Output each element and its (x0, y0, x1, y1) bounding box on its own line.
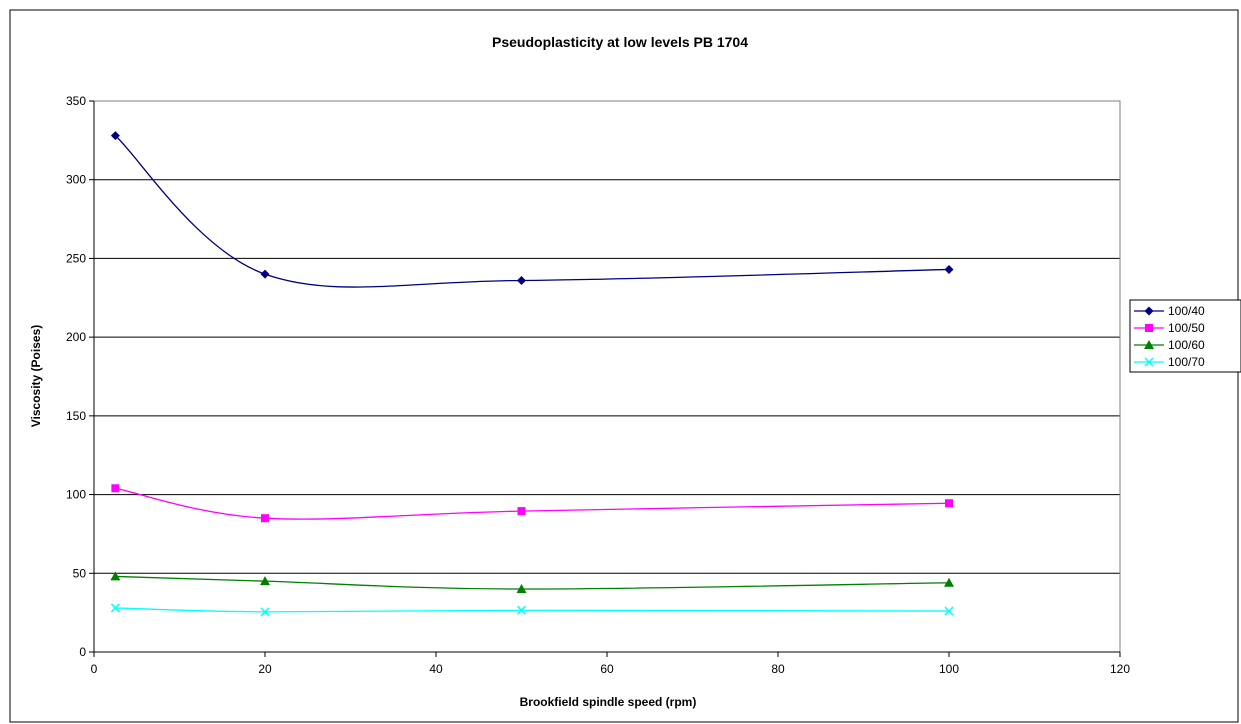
legend-item: 100/70 (1134, 355, 1205, 369)
y-tick-label: 250 (66, 251, 86, 265)
x-tick-label: 60 (600, 662, 614, 676)
x-axis-label: Brookfield spindle speed (rpm) (520, 695, 697, 709)
series-100/50 (111, 484, 953, 523)
chart-border (9, 9, 1239, 723)
legend-item: 100/50 (1134, 321, 1205, 335)
legend-marker (1144, 306, 1154, 316)
legend-marker (1145, 324, 1153, 332)
x-tick-label: 100 (939, 662, 959, 676)
y-tick-label: 50 (73, 566, 87, 580)
series-100/70 (110, 603, 954, 617)
data-point (260, 269, 270, 279)
legend-label: 100/40 (1168, 304, 1205, 318)
data-point (944, 606, 954, 616)
y-tick-label: 150 (66, 409, 86, 423)
data-point (110, 131, 120, 141)
data-point (517, 507, 526, 516)
data-point (517, 275, 526, 285)
data-point (516, 584, 527, 594)
legend-marker (1144, 340, 1154, 349)
series-group (110, 131, 954, 617)
y-tick-label: 200 (66, 330, 86, 344)
x-tick-label: 80 (771, 662, 785, 676)
data-point (110, 603, 120, 613)
data-point (944, 264, 954, 274)
axes: 0 50 100 150 200 250 300 350 0 20 40 60 80 100 120 (66, 94, 1130, 676)
data-point (261, 514, 269, 523)
legend-label: 100/70 (1168, 355, 1205, 369)
legend-label: 100/50 (1168, 321, 1205, 335)
legend-item: 100/40 (1134, 304, 1205, 318)
y-tick-label: 100 (66, 488, 86, 502)
series-line (115, 575, 950, 590)
x-tick-label: 120 (1110, 662, 1130, 676)
data-point (944, 577, 954, 587)
legend-marker (1144, 357, 1154, 367)
data-point (111, 484, 120, 493)
chart-title: Pseudoplasticity at low levels PB 1704 (492, 34, 748, 50)
series-line (115, 607, 950, 613)
legend-label: 100/60 (1168, 338, 1205, 352)
y-axis-label: Viscosity (Poises) (29, 325, 43, 428)
data-point (260, 607, 270, 617)
data-point (260, 576, 270, 586)
y-tick-label: 300 (66, 173, 86, 187)
series-line (115, 487, 950, 520)
data-point (945, 499, 953, 508)
legend-item: 100/60 (1134, 338, 1205, 352)
y-tick-label: 350 (66, 94, 86, 108)
series-100/60 (110, 571, 954, 594)
data-point (110, 571, 121, 581)
y-tick-label: 0 (79, 645, 86, 659)
data-point (516, 605, 527, 615)
x-tick-label: 40 (429, 662, 443, 676)
series-line (114, 135, 950, 288)
legend: 100/40 100/50 100/60 100/70 (1129, 299, 1241, 373)
x-tick-label: 20 (258, 662, 272, 676)
x-tick-label: 0 (91, 662, 98, 676)
series-100/40 (110, 131, 954, 288)
